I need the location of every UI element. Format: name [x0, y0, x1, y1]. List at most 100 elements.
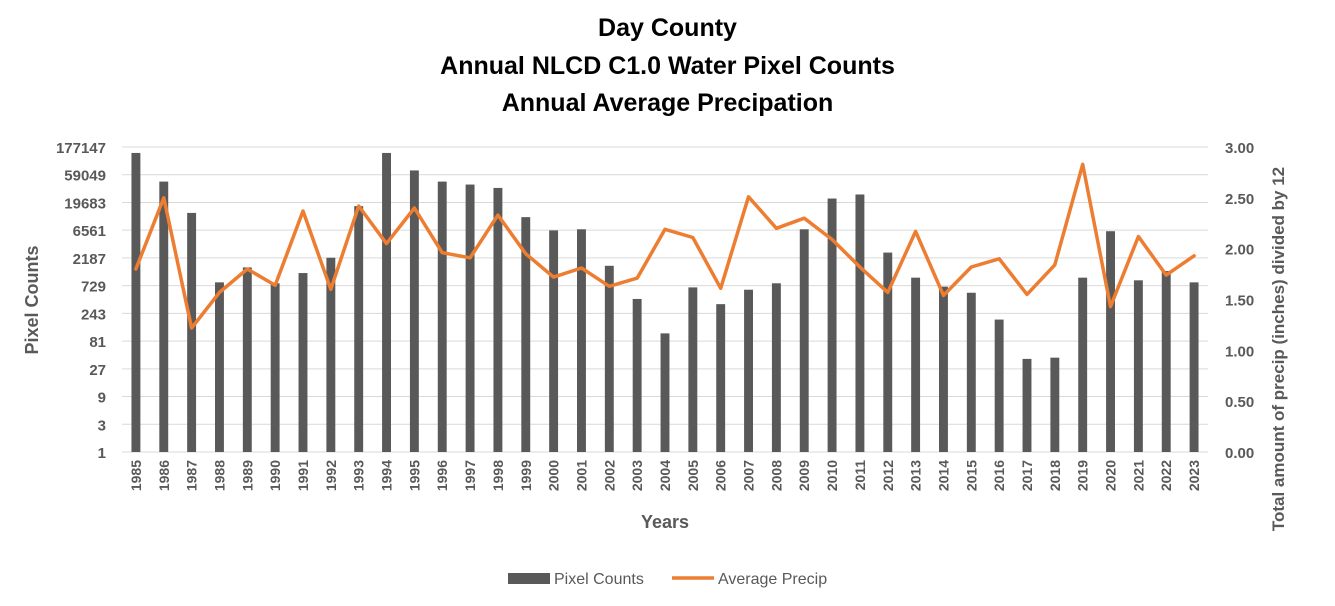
x-tick-label: 2001: [573, 460, 589, 491]
y-left-tick-label: 3: [98, 417, 106, 434]
x-tick-label: 1996: [434, 460, 450, 491]
bar: [549, 230, 559, 452]
y-left-axis-title: Pixel Counts: [22, 245, 42, 354]
bar: [716, 304, 726, 452]
x-tick-label: 2018: [1047, 460, 1063, 491]
y-left-tick-label: 6561: [73, 223, 106, 240]
y-left-tick-label: 1: [98, 445, 106, 462]
bar: [994, 319, 1004, 452]
bar: [298, 273, 308, 452]
y-right-tick-label: 0.00: [1225, 445, 1254, 462]
legend-label-pixel-counts: Pixel Counts: [554, 571, 644, 588]
bar: [799, 229, 809, 452]
chart-title-line-2: Annual NLCD C1.0 Water Pixel Counts: [440, 52, 895, 80]
y-right-tick-label: 2.50: [1225, 191, 1254, 208]
bar: [632, 298, 642, 452]
y-left-tick-label: 177147: [56, 140, 106, 157]
bar: [660, 333, 670, 452]
y-right-axis-title: Total amount of precip (inches) divided …: [1269, 167, 1288, 531]
chart-title-line-3: Annual Average Precipation: [501, 89, 834, 117]
x-tick-label: 2021: [1130, 460, 1146, 491]
bar: [354, 206, 364, 452]
x-tick-label: 2005: [685, 460, 701, 491]
y-left-tick-label: 81: [89, 334, 106, 351]
bar: [409, 170, 419, 452]
x-tick-label: 1987: [184, 460, 200, 491]
bar: [939, 286, 948, 452]
bar: [1078, 277, 1088, 452]
x-tick-label: 1997: [462, 460, 478, 491]
x-tick-label: 2023: [1186, 460, 1202, 491]
bar: [827, 198, 837, 452]
bar: [1133, 280, 1143, 452]
bar: [1161, 271, 1171, 452]
bar: [437, 181, 447, 452]
x-tick-label: 2020: [1103, 460, 1119, 491]
bar: [604, 265, 614, 452]
x-tick-label: 1990: [267, 460, 283, 491]
bar: [465, 184, 475, 452]
x-tick-label: 1999: [518, 460, 534, 491]
x-tick-label: 2017: [1019, 460, 1035, 491]
bar: [382, 152, 391, 452]
bar: [521, 217, 531, 452]
bar: [1106, 231, 1115, 452]
x-tick-label: 1995: [406, 460, 422, 491]
y-right-tick-label: 1.50: [1225, 293, 1254, 310]
bar: [771, 283, 781, 452]
bar: [131, 152, 141, 452]
x-tick-label: 2013: [908, 460, 924, 491]
y-right-tick-label: 2.00: [1225, 242, 1254, 259]
y-left-tick-label: 19683: [64, 195, 106, 212]
x-tick-label: 2011: [852, 460, 868, 491]
x-tick-label: 1986: [156, 460, 172, 491]
x-tick-label: 2006: [713, 460, 729, 491]
x-tick-label: 2014: [935, 460, 951, 491]
bar: [270, 283, 280, 452]
bar: [242, 267, 252, 452]
bar: [1022, 358, 1032, 452]
y-left-tick-label: 59049: [64, 168, 106, 185]
x-tick-label: 1998: [490, 460, 506, 491]
x-tick-label: 2010: [824, 460, 840, 491]
x-axis-title: Years: [641, 512, 689, 532]
x-tick-label: 2019: [1075, 460, 1091, 491]
legend-swatch-pixel-counts: [508, 573, 550, 584]
bar: [1050, 357, 1060, 452]
y-left-tick-label: 729: [81, 279, 106, 296]
bar: [966, 292, 976, 452]
x-tick-label: 1991: [295, 460, 311, 491]
bar: [187, 212, 197, 452]
x-tick-label: 2012: [880, 460, 896, 491]
x-tick-label: 2003: [629, 460, 645, 491]
bar: [577, 229, 586, 452]
x-tick-label: 2009: [796, 460, 812, 491]
y-right-tick-label: 3.00: [1225, 140, 1254, 157]
x-tick-label: 1993: [351, 460, 367, 491]
bar: [1189, 282, 1199, 452]
bar: [688, 287, 698, 452]
bar: [159, 181, 169, 452]
x-tick-label: 2016: [991, 460, 1007, 491]
y-left-tick-label: 243: [81, 306, 106, 323]
y-left-tick-label: 9: [98, 390, 106, 407]
bar: [493, 187, 503, 452]
x-tick-label: 2015: [963, 460, 979, 491]
y-left-tick-label: 2187: [73, 251, 106, 268]
y-right-tick-label: 1.00: [1225, 343, 1254, 360]
y-right-tick-label: 0.50: [1225, 394, 1254, 411]
x-tick-label: 2022: [1158, 460, 1174, 491]
x-tick-label: 1992: [323, 460, 339, 491]
bar: [883, 252, 893, 452]
x-tick-label: 2008: [768, 460, 784, 491]
x-tick-label: 1988: [211, 460, 227, 491]
y-left-tick-label: 27: [89, 362, 106, 379]
bar: [326, 257, 336, 452]
legend-label-average-precip: Average Precip: [718, 571, 827, 588]
x-tick-label: 1989: [239, 460, 255, 491]
bar: [911, 277, 921, 452]
bar: [744, 289, 753, 452]
precip-line: [134, 162, 1196, 330]
bar: [215, 282, 224, 452]
